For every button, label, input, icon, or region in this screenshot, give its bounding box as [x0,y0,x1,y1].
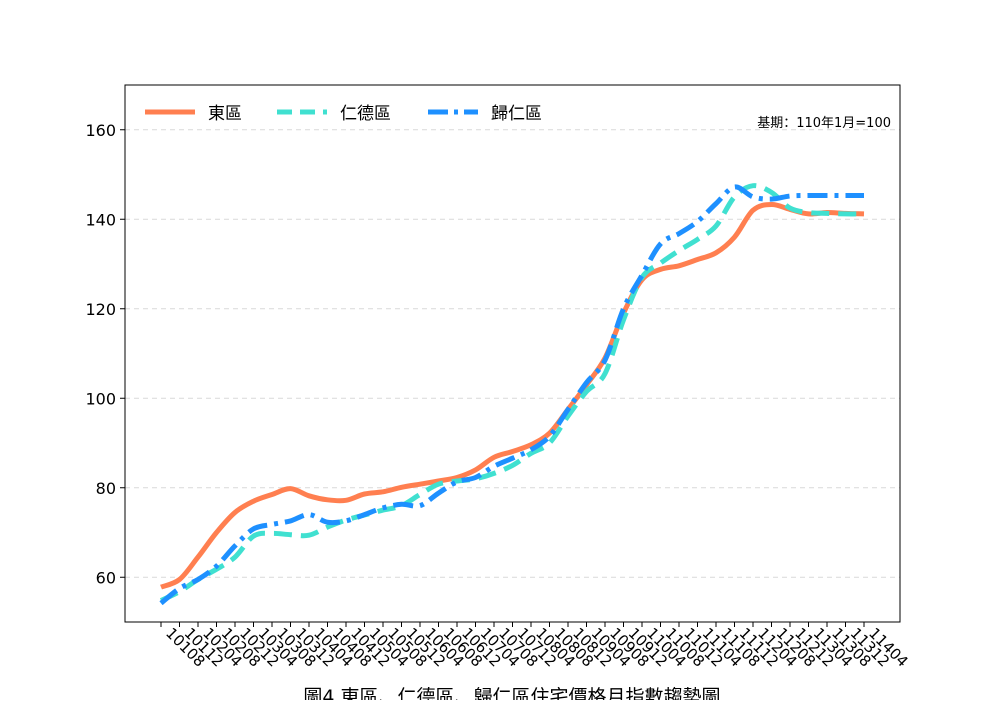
y-tick-label: 60 [96,568,116,587]
series-line-3 [159,184,864,606]
x-axis: 1010810112102041020810212103041030810312… [160,622,912,671]
chart-title: 圖4 東區、仁德區、歸仁區住宅價格月指數趨勢圖 [303,686,720,700]
y-tick-label: 160 [85,121,116,140]
gridlines [125,129,900,578]
y-axis: 60 80 100 120 140 160 [85,121,125,587]
series-line-2 [159,183,865,603]
y-tick-label: 140 [85,210,116,229]
base-period-note: 基期：110年1月=100 [757,116,891,131]
legend: 東區 仁德區 歸仁區 [145,104,542,124]
y-tick-label: 80 [96,479,116,498]
series-line-1 [160,202,865,590]
series-lines [159,183,865,606]
plot-frame [124,84,901,623]
legend-label: 東區 [208,104,242,124]
legend-label: 歸仁區 [491,104,542,124]
legend-label: 仁德區 [340,104,391,124]
y-tick-label: 100 [85,389,116,408]
y-tick-label: 120 [85,300,116,319]
